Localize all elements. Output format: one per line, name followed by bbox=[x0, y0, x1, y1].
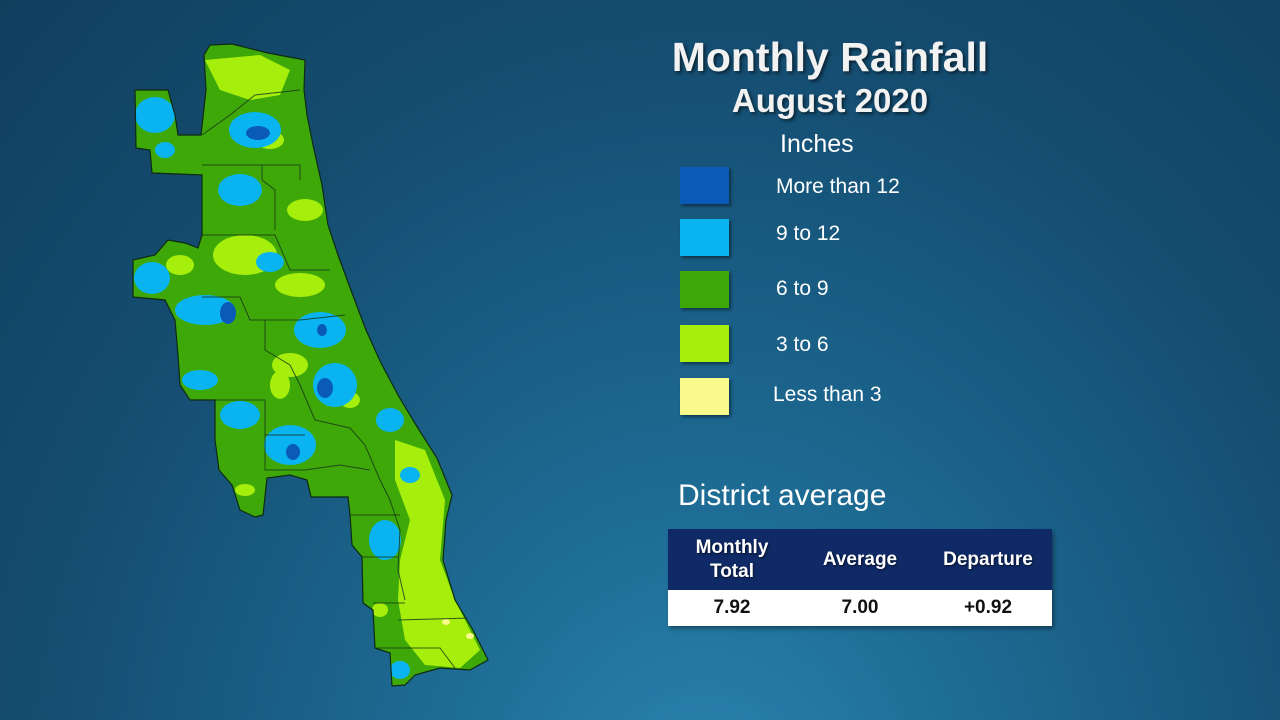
header-departure: Departure bbox=[924, 529, 1052, 590]
district-outline bbox=[132, 43, 489, 687]
legend-label-more-than-12: More than 12 bbox=[776, 175, 900, 198]
header-monthly-total: Monthly Total bbox=[668, 529, 796, 590]
rainfall-class-3-to-6 bbox=[166, 55, 480, 668]
rainfall-class-more-than-12 bbox=[220, 126, 333, 460]
county-boundaries bbox=[201, 89, 471, 669]
table-header-row: Monthly Total Average Departure bbox=[668, 529, 1052, 590]
header-average: Average bbox=[796, 529, 924, 590]
table-row: 7.92 7.00 +0.92 bbox=[668, 590, 1052, 626]
rainfall-surface bbox=[133, 44, 488, 686]
legend-swatch-9-to-12 bbox=[680, 219, 729, 256]
legend-label-9-to-12: 9 to 12 bbox=[776, 222, 841, 245]
legend-label-6-to-9: 6 to 9 bbox=[776, 277, 829, 300]
map-subtitle: August 2020 bbox=[731, 82, 929, 119]
legend-swatch-6-to-9 bbox=[680, 271, 729, 308]
legend-label-3-to-6: 3 to 6 bbox=[776, 333, 829, 356]
rainfall-class-less-than-3 bbox=[442, 619, 474, 639]
district-average-heading: District average bbox=[678, 479, 887, 512]
value-monthly-total: 7.92 bbox=[668, 590, 796, 626]
legend-label-less-than-3: Less than 3 bbox=[773, 383, 882, 406]
map-title: Monthly Rainfall bbox=[671, 34, 989, 80]
rainfall-map bbox=[132, 43, 489, 687]
district-average-table: Monthly Total Average Departure 7.92 7.0… bbox=[668, 529, 1052, 626]
legend-swatch-more-than-12 bbox=[680, 167, 729, 204]
legend-swatch-3-to-6 bbox=[680, 325, 729, 362]
legend-units: Inches bbox=[780, 130, 854, 158]
legend-swatch-less-than-3 bbox=[680, 378, 729, 415]
value-average: 7.00 bbox=[796, 590, 924, 626]
value-departure: +0.92 bbox=[924, 590, 1052, 626]
